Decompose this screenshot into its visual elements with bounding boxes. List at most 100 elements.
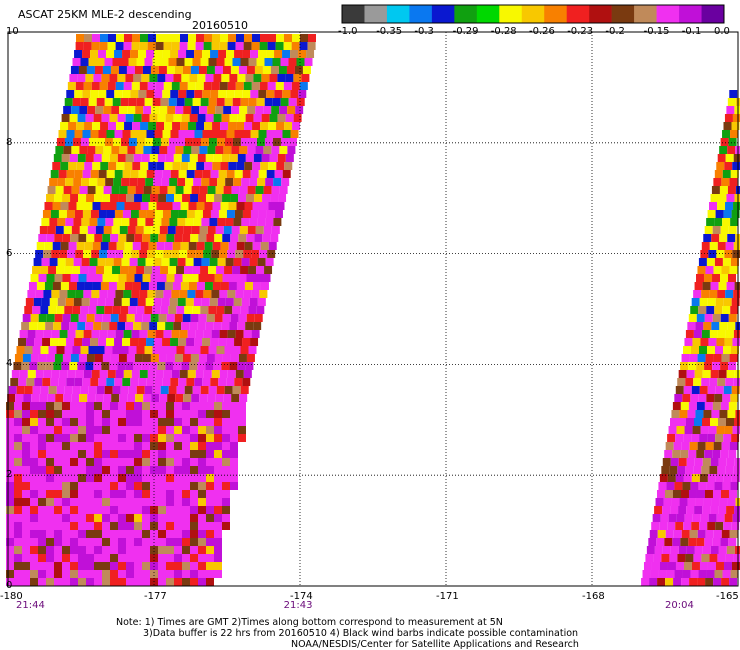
swath-cell <box>94 498 102 506</box>
swath-cell <box>179 290 188 298</box>
swath-cell <box>66 130 75 138</box>
swath-cell <box>110 450 118 458</box>
swath-cell <box>705 354 714 362</box>
swath-cell <box>175 226 184 234</box>
swath-cell <box>102 570 110 578</box>
swath-cell <box>198 194 207 202</box>
swath-cell <box>30 554 38 562</box>
swath-cell <box>230 234 239 242</box>
swath-cell <box>134 418 142 426</box>
swath-cell <box>30 538 38 546</box>
swath-cell <box>96 346 105 354</box>
swath-cell <box>102 426 110 434</box>
swath-cell <box>62 442 70 450</box>
swath-cell <box>723 346 732 354</box>
swath-cell <box>62 458 70 466</box>
swath-cell <box>78 194 87 202</box>
swath-cell <box>110 506 118 514</box>
swath-cell <box>230 442 238 450</box>
swath-cell <box>134 274 143 282</box>
swath-cell <box>245 154 254 162</box>
swath-cell <box>726 458 735 466</box>
swath-cell <box>651 522 660 530</box>
swath-cell <box>14 498 22 506</box>
swath-cell <box>233 218 242 226</box>
swath-cell <box>232 98 241 106</box>
swath-cell <box>47 186 56 194</box>
swath-cell <box>54 194 63 202</box>
swath-cell <box>271 106 280 114</box>
swath-cell <box>222 314 231 322</box>
swath-cell <box>22 490 30 498</box>
swath-cell <box>665 442 674 450</box>
swath-cell <box>109 322 118 330</box>
swath-cell <box>694 458 703 466</box>
swath-cell <box>190 442 198 450</box>
swath-cells <box>6 34 740 586</box>
swath-cell <box>110 66 119 74</box>
swath-cell <box>89 218 98 226</box>
swath-cell <box>215 106 224 114</box>
swath-cell <box>713 578 722 586</box>
swath-cell <box>141 362 150 370</box>
swath-cell <box>190 354 199 362</box>
swath-cell <box>70 274 79 282</box>
swath-cell <box>78 506 86 514</box>
swath-cell <box>222 442 230 450</box>
swath-cell <box>238 426 246 434</box>
swath-cell <box>242 378 251 386</box>
swath-cell <box>174 274 183 282</box>
swath-cell <box>118 482 126 490</box>
swath-cell <box>118 554 126 562</box>
swath-cell <box>185 178 194 186</box>
swath-cell <box>701 242 710 250</box>
swath-cell <box>192 306 201 314</box>
swath-cell <box>94 194 103 202</box>
swath-cell <box>214 410 222 418</box>
swath-cell <box>10 378 19 386</box>
swath-cell <box>235 370 244 378</box>
swath-cell <box>222 410 230 418</box>
swath-time-label: 21:44 <box>16 600 45 611</box>
swath-cell <box>6 570 14 578</box>
swath-cell <box>182 554 190 562</box>
swath-cell <box>159 186 168 194</box>
swath-cell <box>221 322 230 330</box>
swath-cell <box>195 330 204 338</box>
swath-cell <box>158 410 166 418</box>
swath-cell <box>154 50 163 58</box>
swath-cell <box>164 202 173 210</box>
swath-cell <box>271 226 280 234</box>
swath-cell <box>86 514 94 522</box>
swath-cell <box>214 314 223 322</box>
swath-cell <box>155 330 164 338</box>
swath-cell <box>651 562 660 570</box>
swath-cell <box>649 578 658 586</box>
swath-cell <box>86 578 94 586</box>
swath-cell <box>180 34 188 42</box>
swath-cell <box>123 290 132 298</box>
swath-cell <box>153 298 162 306</box>
swath-cell <box>141 322 150 330</box>
swath-cell <box>226 90 235 98</box>
swath-cell <box>733 154 740 162</box>
swath-cell <box>54 450 62 458</box>
swath-cell <box>725 290 734 298</box>
swath-cell <box>194 50 203 58</box>
swath-cell <box>205 322 214 330</box>
swath-cell <box>183 106 192 114</box>
swath-cell <box>132 162 141 170</box>
swath-cell <box>191 146 200 154</box>
swath-cell <box>85 362 94 370</box>
swath-cell <box>174 562 182 570</box>
swath-cell <box>70 578 78 586</box>
swath-cell <box>699 562 708 570</box>
swath-cell <box>703 322 712 330</box>
swath-cell <box>78 538 86 546</box>
swath-cell <box>122 50 131 58</box>
swath-cell <box>64 346 73 354</box>
swath-cell <box>167 394 176 402</box>
swath-cell <box>152 346 161 354</box>
swath-cell <box>255 106 264 114</box>
swath-cell <box>192 346 201 354</box>
